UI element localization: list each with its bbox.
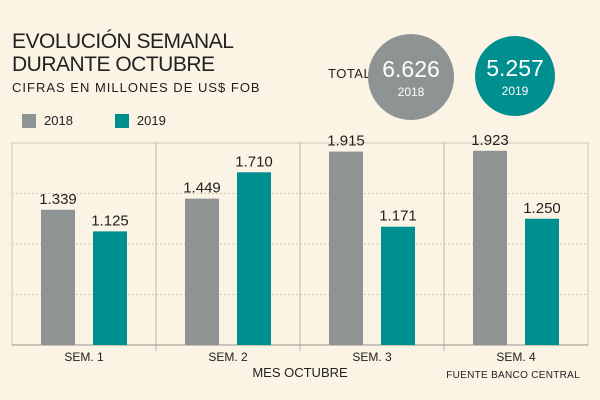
data-label-2018-3: 1.915 (327, 133, 365, 150)
chart-subtitle: CIFRAS EN MILLONES DE US$ FOB (12, 80, 261, 95)
legend-label-2018: 2018 (44, 113, 73, 128)
total-2018-year: 2018 (397, 84, 425, 99)
legend: 2018 2019 (22, 113, 166, 128)
legend-label-2019: 2019 (136, 113, 166, 128)
bar-2019-3 (381, 226, 415, 345)
data-label-2018-2: 1.449 (183, 180, 221, 197)
source-note: FUENTE BANCO CENTRAL (446, 370, 580, 381)
x-tick-label: SEM. 4 (496, 350, 536, 364)
bar-2019-1 (93, 231, 127, 345)
x-tick-label: SEM. 1 (64, 350, 104, 364)
total-label: TOTAL (328, 66, 372, 81)
bar-2019-2 (237, 172, 271, 345)
bar-2018-4 (473, 150, 507, 345)
bar-2018-1 (41, 209, 75, 345)
total-2018-value: 6.626 (382, 55, 440, 82)
x-tick-label: SEM. 3 (352, 350, 392, 364)
total-2019-value: 5.257 (486, 54, 544, 81)
total-2019-circle: 5.257 2019 (475, 36, 555, 116)
data-label-2019-3: 1.171 (379, 208, 417, 225)
legend-swatch-2019 (114, 113, 129, 128)
total-2018-circle: 6.626 2018 (368, 34, 454, 120)
data-label-2019-1: 1.125 (91, 212, 129, 229)
total-2019-year: 2019 (501, 83, 529, 98)
data-label-2018-1: 1.339 (39, 191, 77, 208)
data-label-2019-4: 1.250 (523, 200, 561, 217)
data-label-2018-4: 1.923 (471, 132, 509, 149)
legend-item-2018: 2018 (22, 113, 73, 128)
x-axis-label: MES OCTUBRE (252, 365, 348, 380)
data-label-2019-2: 1.710 (235, 153, 273, 170)
legend-item-2019: 2019 (114, 113, 166, 128)
bar-2018-2 (185, 198, 219, 345)
bar-2018-3 (329, 151, 363, 345)
chart-title: EVOLUCIÓN SEMANAL DURANTE OCTUBRE (12, 30, 233, 76)
x-tick-label: SEM. 2 (208, 350, 248, 364)
legend-swatch-2018 (22, 113, 36, 128)
bar-2019-4 (525, 218, 559, 345)
